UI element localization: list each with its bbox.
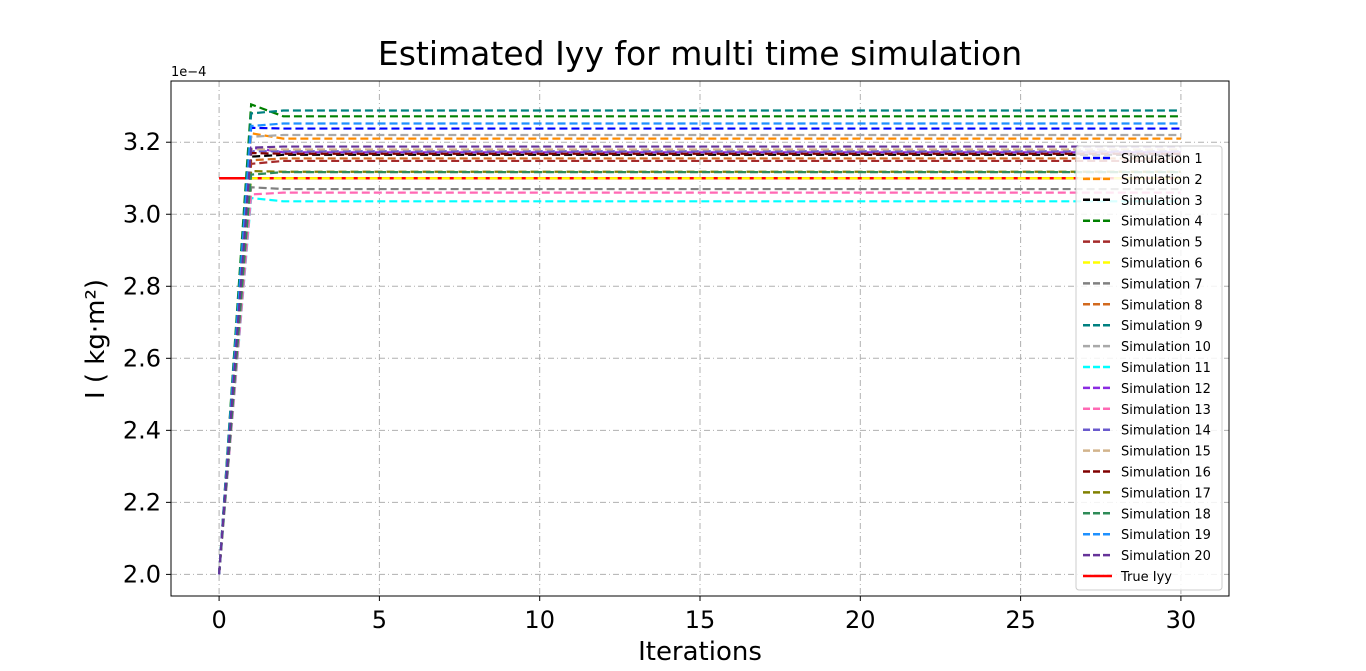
- legend-label-simulation-6: Simulation 6: [1121, 257, 1203, 272]
- legend-label-simulation-15: Simulation 15: [1121, 445, 1211, 460]
- legend-label-simulation-3: Simulation 3: [1121, 194, 1203, 209]
- legend-label-simulation-1: Simulation 1: [1121, 152, 1203, 167]
- x-tick-label: 20: [845, 606, 876, 634]
- series-line-simulation-14: [217, 150, 1181, 575]
- legend: Simulation 1 Simulation 2 Simulation 3 Simu…: [1075, 145, 1223, 591]
- ticks-group: 0 5 10 15 20 25 30 2.0 2.2 2.4 2.6 2.8 3.0 3.2: [123, 128, 1196, 634]
- legend-label-simulation-4: Simulation 4: [1121, 215, 1203, 230]
- x-tick-label: 15: [685, 606, 716, 634]
- series-line-simulation-20: [217, 145, 1181, 575]
- x-tick-label: 0: [211, 606, 226, 634]
- series-group: [217, 102, 1181, 575]
- y-tick-label: 2.2: [123, 488, 161, 516]
- series-line-simulation-9: [217, 109, 1181, 575]
- legend-label-simulation-11: Simulation 11: [1121, 361, 1211, 376]
- legend-label-simulation-14: Simulation 14: [1121, 424, 1211, 439]
- x-tick-label: 30: [1166, 606, 1197, 634]
- chart-title: Estimated Iyy for multi time simulation: [378, 34, 1022, 73]
- legend-box: [1075, 145, 1223, 591]
- series-line-simulation-10: [217, 133, 1181, 575]
- legend-label-simulation-2: Simulation 2: [1121, 173, 1203, 188]
- legend-label-true-iyy: True Iyy: [1120, 570, 1172, 585]
- legend-label-simulation-13: Simulation 13: [1121, 403, 1211, 418]
- legend-label-simulation-5: Simulation 5: [1121, 236, 1203, 251]
- x-tick-label: 10: [524, 606, 555, 634]
- legend-label-simulation-12: Simulation 12: [1121, 382, 1211, 397]
- series-line-simulation-6: [217, 177, 1181, 575]
- y-tick-label: 2.4: [123, 416, 161, 444]
- series-line-simulation-2: [217, 131, 1181, 575]
- y-tick-label: 3.2: [123, 128, 161, 156]
- y-axis-label: I ( kg·m²): [81, 279, 111, 399]
- legend-label-simulation-16: Simulation 16: [1121, 466, 1211, 481]
- series-line-simulation-5: [217, 159, 1181, 575]
- legend-label-simulation-8: Simulation 8: [1121, 298, 1203, 313]
- series-line-simulation-7: [217, 186, 1181, 575]
- series-line-simulation-15: [217, 148, 1181, 575]
- y-tick-label: 2.8: [123, 272, 161, 300]
- series-line-simulation-4: [217, 102, 1181, 575]
- series-line-simulation-1: [217, 126, 1181, 575]
- series-line-simulation-11: [217, 196, 1181, 575]
- series-line-simulation-8: [217, 157, 1181, 575]
- legend-label-simulation-19: Simulation 19: [1121, 528, 1211, 543]
- legend-label-simulation-9: Simulation 9: [1121, 319, 1203, 334]
- legend-label-simulation-7: Simulation 7: [1121, 277, 1203, 292]
- y-tick-label: 3.0: [123, 200, 161, 228]
- y-tick-label: 2.6: [123, 344, 161, 372]
- y-tick-label: 2.0: [123, 560, 161, 588]
- x-tick-label: 25: [1005, 606, 1036, 634]
- y-offset-label: 1e−4: [171, 65, 206, 80]
- series-line-simulation-18: [217, 171, 1181, 575]
- x-tick-label: 5: [372, 606, 387, 634]
- series-line-simulation-16: [217, 151, 1181, 575]
- legend-label-simulation-17: Simulation 17: [1121, 486, 1211, 501]
- legend-label-simulation-10: Simulation 10: [1121, 340, 1211, 355]
- legend-label-simulation-18: Simulation 18: [1121, 507, 1211, 522]
- x-axis-label: Iterations: [638, 637, 762, 667]
- legend-label-simulation-20: Simulation 20: [1121, 549, 1211, 564]
- series-line-simulation-13: [217, 191, 1181, 575]
- series-line-simulation-19: [217, 122, 1181, 575]
